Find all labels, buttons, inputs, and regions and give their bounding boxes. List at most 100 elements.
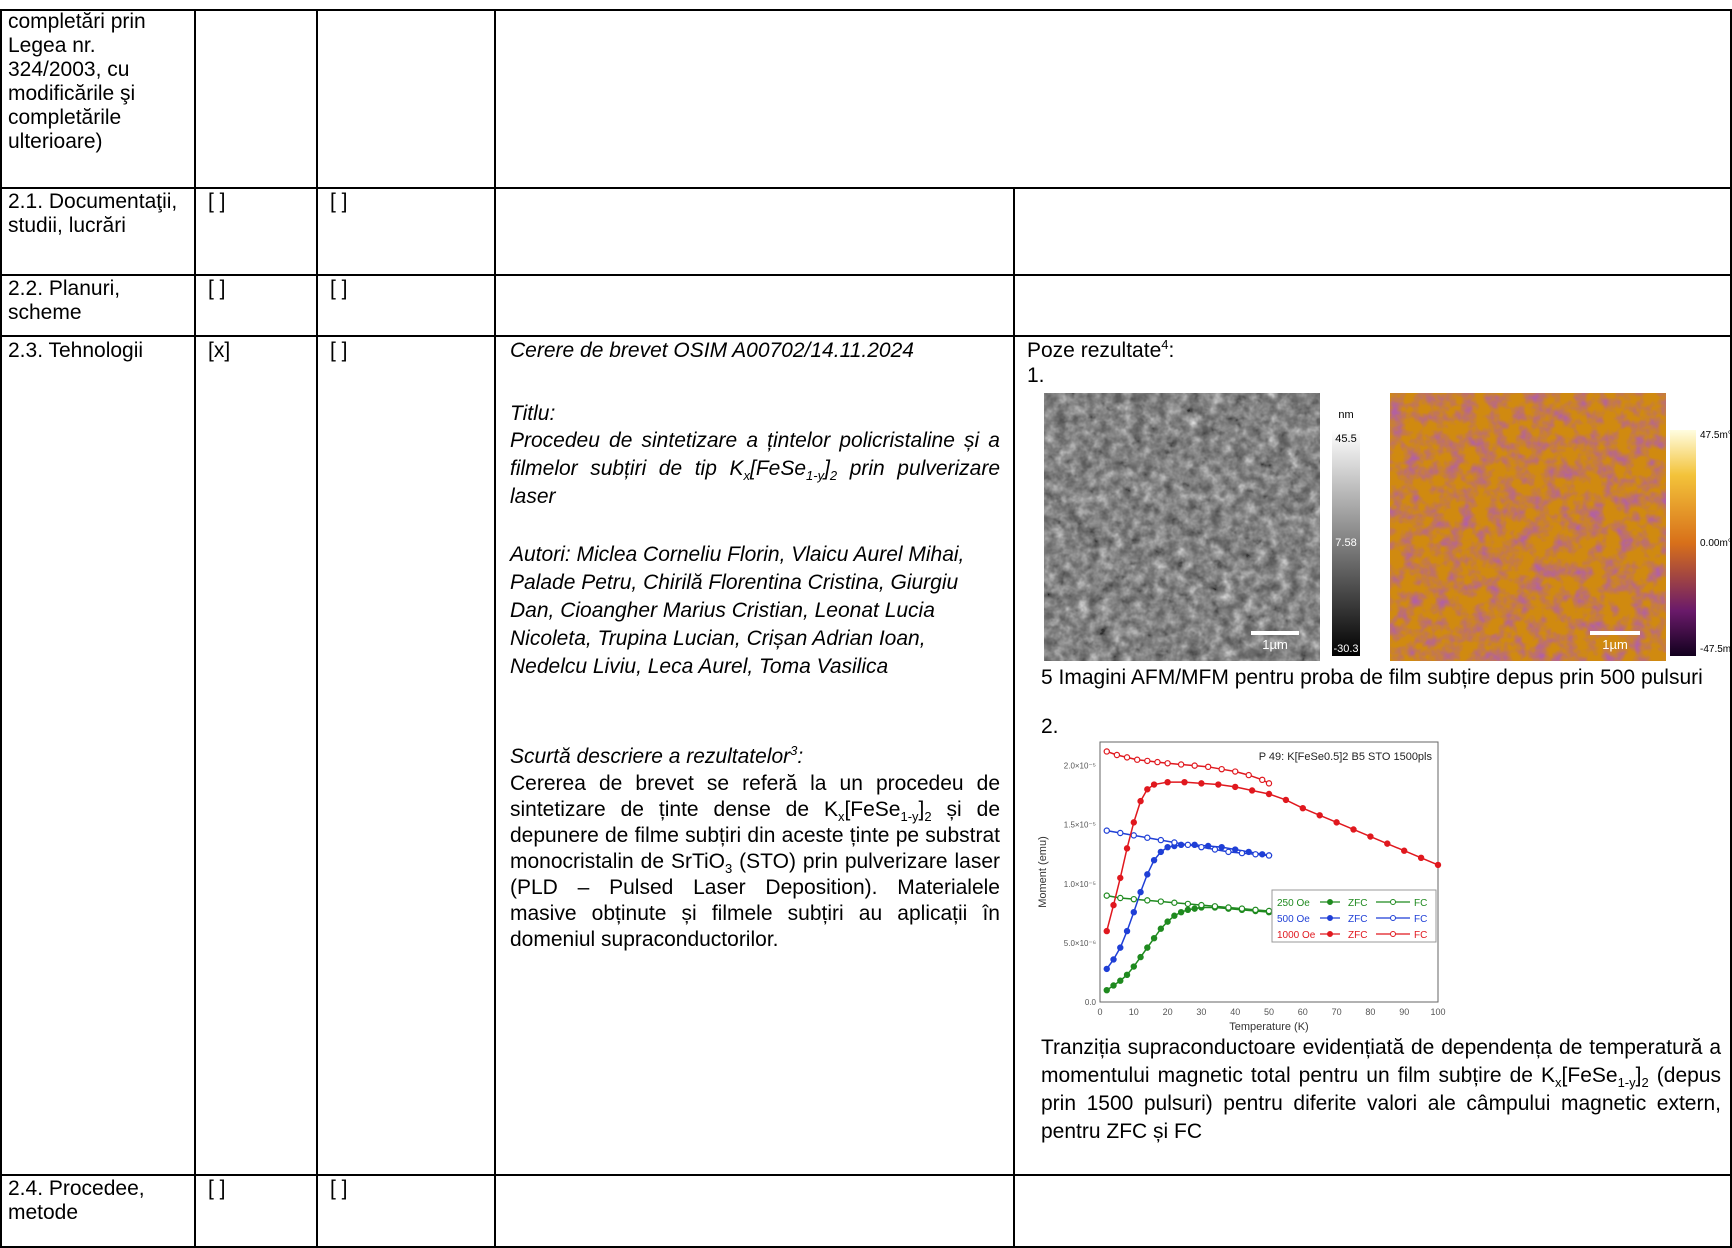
results-item-2: 2. (1041, 715, 1059, 738)
chart-point (1177, 761, 1185, 768)
chart-x-tick-label: 10 (1129, 1007, 1139, 1017)
chart-point (1130, 832, 1138, 839)
afm-colorbar: nm 45.5 7.58 -30.3 (1322, 406, 1370, 664)
chart-point (1117, 944, 1124, 951)
legend-fc-marker (1390, 899, 1396, 905)
chart-point (1231, 783, 1239, 791)
chart-point (1144, 786, 1151, 793)
afm-scalebar-label: 1µm (1262, 637, 1288, 652)
chart-point (1137, 953, 1144, 961)
chart-point (1123, 754, 1131, 761)
legend-field: 250 Oe (1277, 898, 1310, 909)
legend-field: 1000 Oe (1277, 930, 1316, 941)
chart-point (1110, 901, 1117, 909)
chart-point (1130, 908, 1138, 916)
row-label-2-1: 2.1. Documentaţii, studii, lucrări (8, 190, 178, 237)
chart-legend: 250 Oe ZFC FC 500 Oe ZFC FC 1000 Oe ZFC FC (1271, 889, 1437, 943)
chart-x-axis-label: Temperature (K) (1229, 1021, 1308, 1033)
chart-point (1238, 849, 1246, 857)
chart-point (1171, 912, 1178, 919)
chart-point (1130, 819, 1138, 826)
chart-y-axis-label: Moment (emu) (1037, 836, 1049, 908)
chart-point (1211, 903, 1219, 910)
chart-point (1150, 934, 1158, 942)
chart-x-tick-label: 100 (1430, 1007, 1445, 1017)
chart-point (1157, 925, 1165, 932)
results-label: Poze rezultate4: (1027, 337, 1175, 362)
chart-point (1417, 854, 1425, 862)
chart-point (1252, 906, 1259, 914)
chart-point (1225, 904, 1232, 911)
checkbox-2-4-col1: [ ] (208, 1177, 226, 1200)
chart-point (1164, 843, 1171, 851)
legend-fc-label: FC (1414, 898, 1427, 909)
chart-point (1103, 965, 1110, 973)
chart-point (1144, 871, 1151, 878)
chart-point (1157, 898, 1165, 905)
svg-text:-47.5m°: -47.5m° (1700, 644, 1730, 655)
results-item-1: 1. (1027, 364, 1045, 387)
chart-point (1184, 841, 1192, 849)
chart-point (1103, 892, 1110, 899)
chart-point (1265, 780, 1273, 787)
checkbox-2-1-col1: [ ] (208, 190, 226, 213)
chart-point (1245, 771, 1252, 779)
chart-point (1144, 757, 1151, 765)
legend-zfc-label: ZFC (1348, 898, 1367, 909)
chart-x-tick-label: 90 (1399, 1007, 1409, 1017)
chart-point (1130, 963, 1138, 970)
chart-y-tick-label: 5.0×10⁻⁶ (1064, 939, 1096, 948)
chart-point (1157, 836, 1165, 844)
patent-description-label: Scurtă descriere a rezultatelor3: (510, 743, 804, 768)
chart-title: P 49: K[FeSe0.5]2 B5 STO 1500pls (1259, 751, 1433, 763)
mfm-colorbar: 47.5m° 0.00m° -47.5m° (1668, 406, 1730, 664)
row-label-continuation: completări prin Legea nr. 324/2003, cu m… (8, 10, 146, 153)
chart-point (1299, 804, 1306, 812)
chart-point (1117, 977, 1124, 984)
chart-point (1144, 834, 1151, 841)
chart-point (1225, 848, 1232, 856)
chart-point (1218, 765, 1225, 773)
chart-point (1130, 895, 1138, 903)
chart-point (1171, 899, 1178, 906)
chart-series-line (1106, 750, 1270, 785)
legend-zfc-label: ZFC (1348, 930, 1367, 941)
chart-x-tick-label: 0 (1097, 1007, 1102, 1017)
chart-point (1103, 748, 1110, 755)
chart-point (1117, 874, 1124, 882)
chart-point (1117, 894, 1124, 902)
svg-text:45.5: 45.5 (1335, 433, 1356, 445)
svg-text:47.5m°: 47.5m° (1700, 430, 1730, 441)
chart-point (1157, 848, 1165, 856)
chart-point (1252, 851, 1259, 858)
afm-image: 1µm (1044, 393, 1320, 661)
chart-point (1123, 927, 1131, 935)
chart-point (1211, 846, 1219, 853)
row-label-2-4: 2.4. Procedee, metode (8, 1177, 145, 1224)
checkbox-2-2-col2: [ ] (330, 277, 348, 300)
chart-point (1137, 888, 1144, 896)
chart-point (1215, 781, 1222, 788)
results-caption-1: 5 Imagini AFM/MFM pentru proba de film s… (1041, 666, 1703, 689)
chart-x-tick-label: 30 (1196, 1007, 1206, 1017)
legend-field: 500 Oe (1277, 914, 1310, 925)
chart-x-tick-label: 20 (1163, 1007, 1173, 1017)
chart-point (1103, 827, 1110, 834)
chart-point (1144, 944, 1151, 951)
chart-point (1117, 829, 1124, 837)
legend-fc-label: FC (1414, 914, 1427, 925)
patent-header: Cerere de brevet OSIM A00702/14.11.2024 (510, 339, 914, 362)
chart-point (1350, 826, 1357, 833)
legend-fc-marker (1390, 931, 1396, 937)
chart-point (1123, 971, 1131, 979)
results-caption-2: Tranziția supraconductoare evidențiată d… (1041, 1036, 1721, 1143)
chart-point (1144, 897, 1151, 904)
chart-point (1123, 845, 1131, 852)
mfm-scalebar-label: 1µm (1602, 637, 1628, 652)
checkbox-2-1-col2: [ ] (330, 190, 348, 213)
chart-point (1333, 819, 1340, 826)
legend-fc-label: FC (1414, 930, 1427, 941)
chart-point (1164, 760, 1171, 767)
chart-point (1265, 852, 1273, 859)
